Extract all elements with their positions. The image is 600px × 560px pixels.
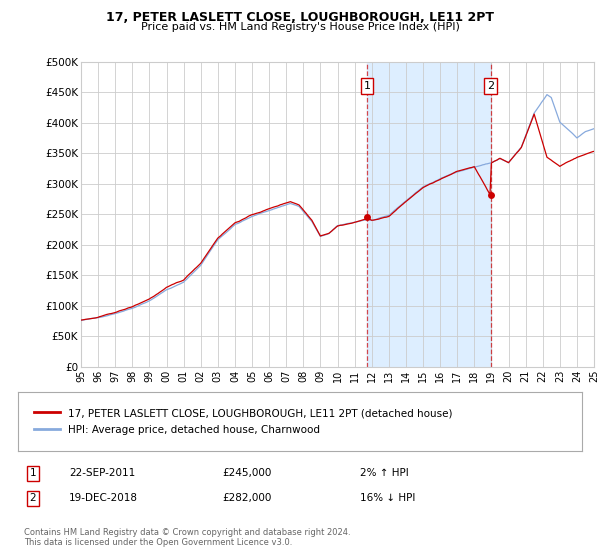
Text: 2% ↑ HPI: 2% ↑ HPI	[360, 468, 409, 478]
Text: 16% ↓ HPI: 16% ↓ HPI	[360, 493, 415, 503]
Text: £282,000: £282,000	[222, 493, 271, 503]
Text: 22-SEP-2011: 22-SEP-2011	[69, 468, 135, 478]
Text: 1: 1	[364, 81, 371, 91]
Text: £245,000: £245,000	[222, 468, 271, 478]
Text: Price paid vs. HM Land Registry's House Price Index (HPI): Price paid vs. HM Land Registry's House …	[140, 22, 460, 32]
Text: Contains HM Land Registry data © Crown copyright and database right 2024.
This d: Contains HM Land Registry data © Crown c…	[24, 528, 350, 547]
Text: 19-DEC-2018: 19-DEC-2018	[69, 493, 138, 503]
Text: 2: 2	[29, 493, 37, 503]
Legend: 17, PETER LASLETT CLOSE, LOUGHBOROUGH, LE11 2PT (detached house), HPI: Average p: 17, PETER LASLETT CLOSE, LOUGHBOROUGH, L…	[29, 403, 458, 440]
Bar	[367, 62, 491, 367]
Text: 1: 1	[29, 468, 37, 478]
Text: 17, PETER LASLETT CLOSE, LOUGHBOROUGH, LE11 2PT: 17, PETER LASLETT CLOSE, LOUGHBOROUGH, L…	[106, 11, 494, 24]
Text: 2: 2	[487, 81, 494, 91]
